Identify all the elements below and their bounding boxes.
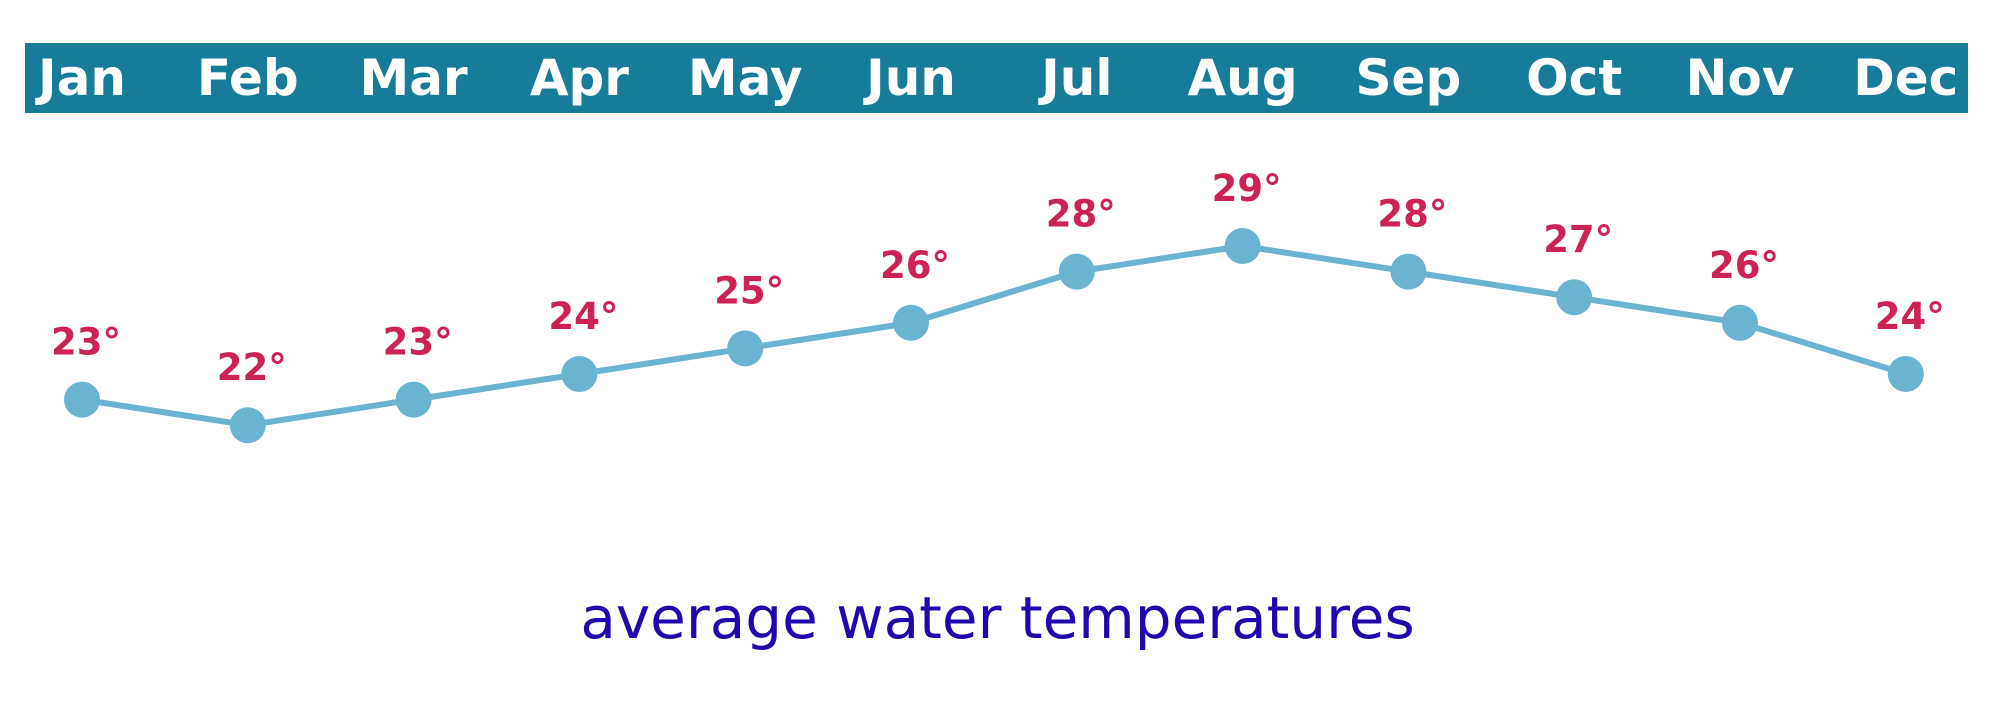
month-label-nov: Nov	[1686, 49, 1795, 107]
month-label-oct: Oct	[1526, 49, 1622, 107]
month-label-jan: Jan	[35, 49, 126, 107]
data-point-feb	[229, 407, 266, 444]
value-label-aug: 29°	[1212, 167, 1282, 210]
data-point-nov	[1722, 304, 1758, 341]
data-point-dec	[1887, 356, 1924, 392]
value-label-jul: 28°	[1046, 193, 1116, 236]
month-label-dec: Dec	[1853, 49, 1958, 107]
data-point-mar	[395, 381, 432, 418]
month-label-may: May	[688, 49, 803, 107]
value-label-apr: 24°	[548, 295, 618, 338]
value-labels: 23° 22° 23° 24° 25° 26° 28° 29° 28° 27° 26° 24°	[51, 167, 1945, 389]
temperature-line	[79, 243, 1909, 429]
data-point-oct	[1556, 279, 1593, 316]
data-point-jul	[1058, 253, 1095, 290]
value-label-nov: 26°	[1709, 244, 1779, 287]
value-label-jan: 23°	[51, 321, 121, 364]
value-label-mar: 23°	[383, 321, 453, 364]
value-label-jun: 26°	[880, 244, 950, 287]
data-point-jan	[64, 381, 100, 418]
value-label-oct: 27°	[1543, 218, 1613, 261]
data-point-markers	[64, 228, 1924, 444]
data-point-aug	[1224, 228, 1261, 264]
month-label-sep: Sep	[1356, 49, 1462, 107]
value-label-feb: 22°	[217, 346, 287, 389]
value-label-sep: 28°	[1377, 193, 1447, 236]
month-label-apr: Apr	[530, 49, 629, 107]
month-labels: Jan Feb Mar Apr May Jun Jul Aug Sep Oct Nov Dec	[35, 49, 1958, 107]
data-point-jun	[893, 304, 929, 341]
chart-caption: average water temperatures	[580, 584, 1415, 652]
month-label-mar: Mar	[360, 49, 468, 107]
month-header-band	[25, 43, 1968, 113]
data-point-apr	[561, 356, 598, 392]
value-label-may: 25°	[714, 269, 784, 312]
month-label-aug: Aug	[1188, 49, 1298, 107]
month-label-jun: Jun	[863, 49, 956, 107]
data-point-may	[727, 330, 764, 367]
month-label-feb: Feb	[197, 49, 299, 107]
month-label-jul: Jul	[1038, 49, 1112, 107]
value-label-dec: 24°	[1875, 295, 1945, 338]
data-point-sep	[1390, 253, 1427, 290]
